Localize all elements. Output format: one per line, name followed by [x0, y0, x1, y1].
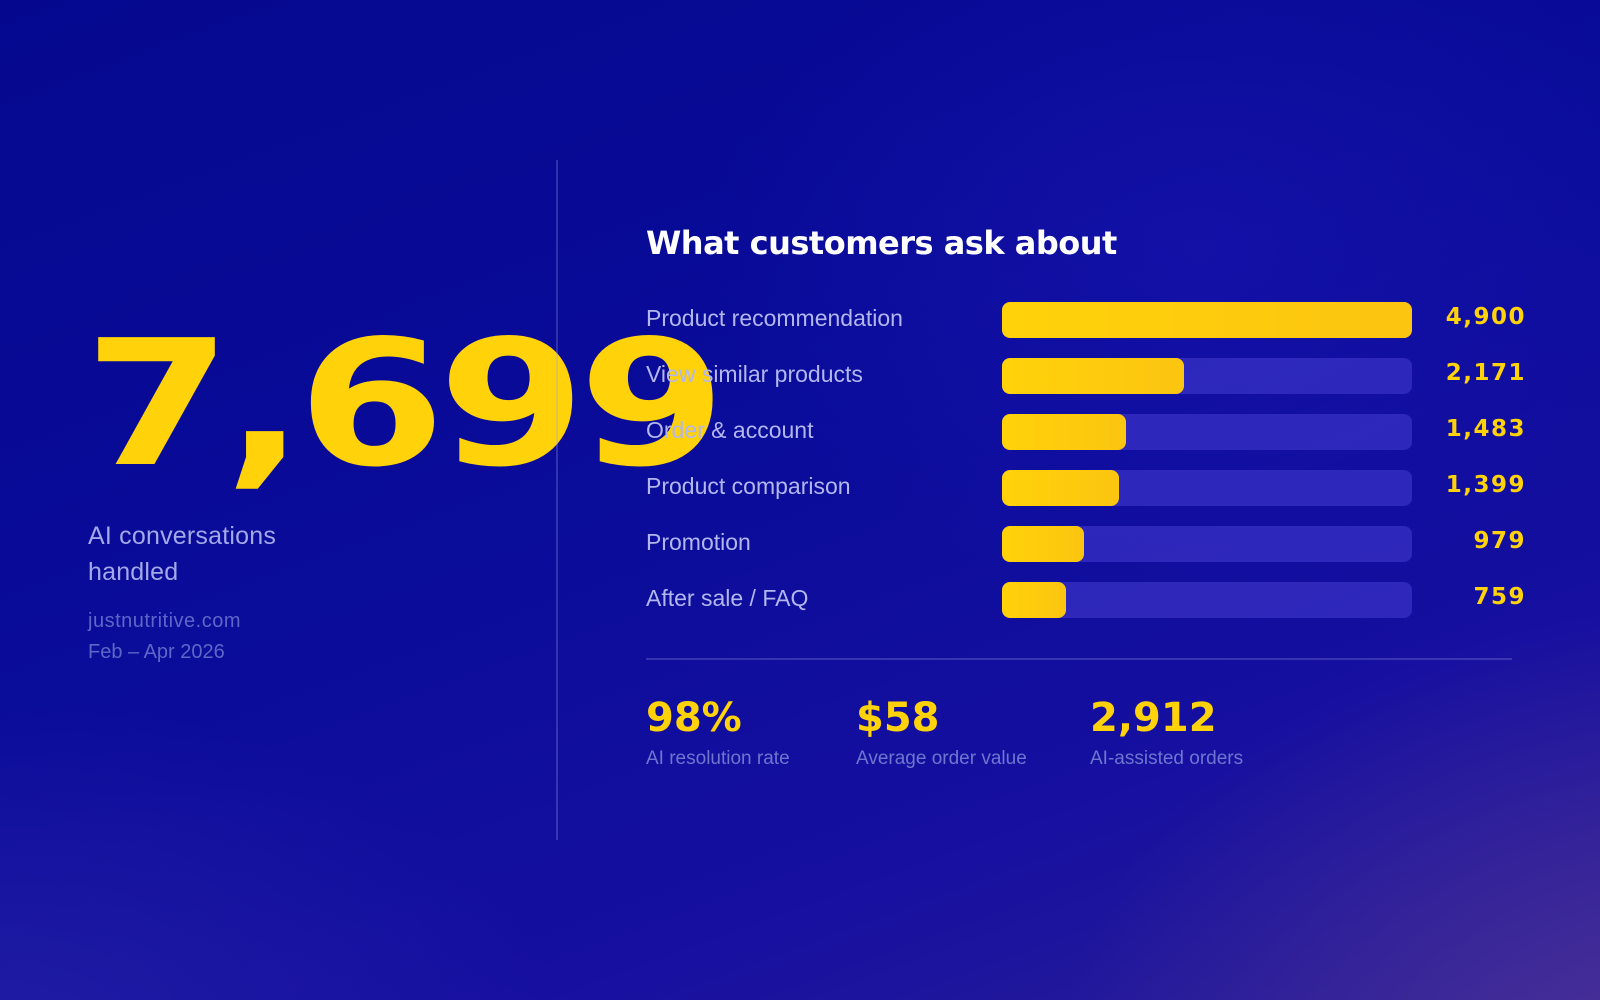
vertical-divider: [556, 160, 558, 840]
bar-track: [1002, 470, 1412, 506]
bar-value-label: 1,399: [1445, 472, 1526, 498]
bar-track: [1002, 358, 1412, 394]
bar-row: View similar products 2,171: [646, 358, 1526, 394]
bar-label: Product comparison: [646, 473, 851, 499]
stat-value: 2,912: [1090, 695, 1217, 741]
bar-track: [1002, 582, 1412, 618]
bar-value-label: 2,171: [1445, 360, 1526, 386]
bar-fill: [1002, 582, 1066, 618]
stat-label: Average order value: [856, 748, 1027, 769]
stat-average-order-value: $58 Average order value: [856, 694, 1027, 770]
bar-row: Promotion 979: [646, 526, 1526, 562]
bar-label: Promotion: [646, 529, 751, 555]
bar-fill: [1002, 526, 1084, 562]
stat-label: AI-assisted orders: [1090, 748, 1244, 769]
bar-fill: [1002, 470, 1119, 506]
stat-label: AI resolution rate: [646, 748, 790, 769]
bar-label: After sale / FAQ: [646, 585, 809, 611]
bar-value-label: 759: [1473, 584, 1526, 610]
stat-ai-assisted-orders: 2,912 AI-assisted orders: [1090, 694, 1243, 770]
bar-label: Order & account: [646, 417, 814, 443]
bar-label: Product recommendation: [646, 305, 903, 331]
bar-track: [1002, 302, 1412, 338]
hero-site: justnutritive.com: [88, 610, 241, 632]
bar-label: View similar products: [646, 361, 863, 387]
bar-track: [1002, 414, 1412, 450]
bar-fill: [1002, 358, 1184, 394]
bar-value-label: 4,900: [1445, 304, 1526, 330]
bar-track: [1002, 526, 1412, 562]
chart-title: What customers ask about: [646, 224, 1117, 262]
stat-value: $58: [856, 695, 940, 741]
bar-fill: [1002, 414, 1126, 450]
bar-value-label: 1,483: [1445, 416, 1526, 442]
bar-row: Order & account 1,483: [646, 414, 1526, 450]
bar-row: Product comparison 1,399: [646, 470, 1526, 506]
hero-caption: AI conversations handled: [88, 522, 277, 586]
hero-conversation-count: 7,699: [84, 303, 726, 506]
bar-fill: [1002, 302, 1412, 338]
stat-resolution-rate: 98% AI resolution rate: [646, 694, 790, 770]
bar-row: Product recommendation 4,900: [646, 302, 1526, 338]
bar-value-label: 979: [1473, 528, 1526, 554]
bar-row: After sale / FAQ 759: [646, 582, 1526, 618]
horizontal-divider: [646, 658, 1512, 660]
hero-date-range: Feb – Apr 2026: [88, 641, 225, 663]
stat-value: 98%: [646, 695, 742, 741]
